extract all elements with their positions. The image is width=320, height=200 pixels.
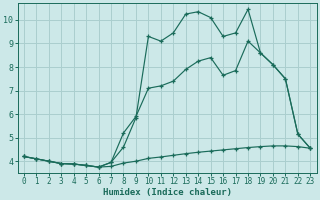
X-axis label: Humidex (Indice chaleur): Humidex (Indice chaleur) xyxy=(103,188,232,197)
